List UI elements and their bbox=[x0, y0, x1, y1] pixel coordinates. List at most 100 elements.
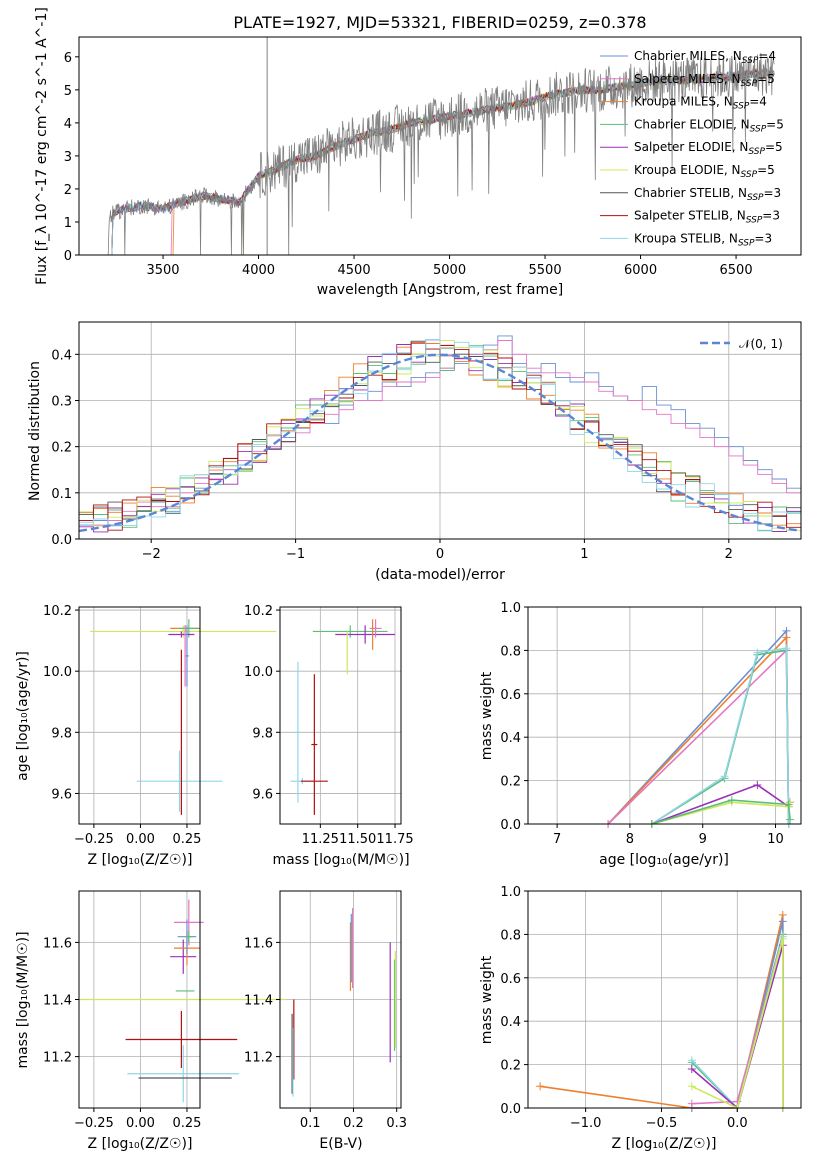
mass-weight-point bbox=[784, 800, 793, 809]
age-mass-x-tick-label: 11.25 bbox=[302, 832, 339, 847]
legend-model: Chabrier MILES, bbox=[634, 49, 733, 63]
residual-xlabel: (data-model)/error bbox=[375, 567, 505, 583]
age-z-xlabel: Z [log₁₀(Z/Z☉)] bbox=[88, 852, 193, 868]
mass-ebv-x-tick-label: 0.1 bbox=[300, 1116, 321, 1131]
mass-z-axes bbox=[78, 890, 201, 1109]
legend-model: Kroupa MILES, bbox=[634, 95, 724, 109]
legend-entry: Salpeter ELODIE, NSSP=5 bbox=[634, 140, 783, 157]
residual-histogram bbox=[79, 339, 801, 532]
spectrum-y-tick-label: 5 bbox=[64, 84, 72, 99]
mw-z-x-tick-label: −0.5 bbox=[646, 1116, 678, 1131]
mass-weight-point bbox=[753, 780, 762, 789]
mw-z-y-tick-label: 0.0 bbox=[500, 1102, 521, 1117]
age-z-axes bbox=[78, 606, 201, 825]
legend-entry: Kroupa ELODIE, NSSP=5 bbox=[634, 163, 775, 180]
mw-age-x-tick-label: 10 bbox=[767, 832, 784, 847]
mass-ebv-axes bbox=[279, 890, 402, 1109]
legend-model: Salpeter ELODIE, bbox=[634, 140, 739, 154]
legend-n: N bbox=[738, 186, 747, 200]
spectrum-x-tick-label: 5500 bbox=[529, 263, 562, 278]
spectrum-y-tick-label: 6 bbox=[64, 51, 72, 66]
residual-axes bbox=[78, 321, 802, 540]
legend-entry: Chabrier ELODIE, NSSP=5 bbox=[634, 117, 784, 134]
age-z-y-tick-label: 10.0 bbox=[43, 665, 72, 680]
mass-weight-point bbox=[687, 1056, 696, 1065]
mass-ebv-x-tick-label: 0.2 bbox=[343, 1116, 364, 1131]
mass-weight-point bbox=[782, 644, 791, 653]
legend-n-sub: SSP bbox=[746, 216, 763, 226]
age-mass-x-tick-label: 11.50 bbox=[339, 832, 376, 847]
mw-age-x-tick-label: 8 bbox=[626, 832, 634, 847]
legend-n-value: =5 bbox=[766, 117, 784, 131]
mw-z-axes bbox=[527, 890, 802, 1109]
mw-age-y-tick-label: 0.8 bbox=[500, 644, 521, 659]
mw-z-xlabel: Z [log₁₀(Z/Z☉)] bbox=[612, 1136, 717, 1152]
legend-entry: Chabrier STELIB, NSSP=3 bbox=[634, 186, 781, 203]
legend-n: N bbox=[739, 140, 748, 154]
legend-n-value: =4 bbox=[758, 49, 776, 63]
mw-age-x-tick-label: 7 bbox=[553, 832, 561, 847]
legend-n: N bbox=[741, 117, 750, 131]
legend-model: Salpeter STELIB, bbox=[634, 209, 737, 223]
legend-n-value: =4 bbox=[749, 95, 767, 109]
spectrum-x-tick-label: 4500 bbox=[338, 263, 371, 278]
mass-ebv-xlabel: E(B-V) bbox=[319, 1136, 362, 1152]
mw-age-y-tick-label: 0.0 bbox=[500, 818, 521, 833]
age-z-y-tick-label: 10.2 bbox=[43, 604, 72, 619]
mass-weight-point bbox=[786, 815, 795, 824]
residual-x-tick-label: −1 bbox=[286, 547, 305, 562]
legend-n-value: =3 bbox=[762, 209, 780, 223]
age-mass-y-tick-label: 10.2 bbox=[244, 604, 273, 619]
mw-age-y-tick-label: 0.6 bbox=[500, 688, 521, 703]
figure-title: PLATE=1927, MJD=53321, FIBERID=0259, z=0… bbox=[233, 13, 646, 32]
legend-n-sub: SSP bbox=[747, 193, 764, 203]
spectrum-ylabel: Flux [f_λ 10^-17 erg cm^-2 s^-1 A^-1] bbox=[34, 7, 50, 285]
mass-ebv-y-tick-label: 11.4 bbox=[244, 994, 273, 1009]
mw-age-y-tick-label: 0.4 bbox=[500, 731, 521, 746]
age-mass-y-tick-label: 9.8 bbox=[252, 726, 273, 741]
mass-weight-line bbox=[607, 635, 790, 825]
residual-histogram bbox=[79, 340, 801, 526]
observed-spectrum-line bbox=[107, 52, 775, 256]
age-z-ylabel: age [log₁₀(age/yr)] bbox=[15, 651, 31, 781]
age-mass-y-tick-label: 10.0 bbox=[244, 665, 273, 680]
mass-ebv-y-tick-label: 11.2 bbox=[244, 1051, 273, 1066]
mass-z-x-tick-label: 0.00 bbox=[126, 1116, 155, 1131]
legend-n-sub: SSP bbox=[748, 147, 765, 157]
spectrum-x-tick-label: 5000 bbox=[433, 263, 466, 278]
legend-n: N bbox=[729, 231, 738, 245]
legend-n-sub: SSP bbox=[733, 102, 750, 112]
mass-z-x-tick-label: 0.25 bbox=[172, 1116, 201, 1131]
legend-n: N bbox=[733, 49, 742, 63]
residual-ylabel: Normed distribution bbox=[27, 361, 43, 501]
mass-z-ylabel: mass [log₁₀(M/M☉)] bbox=[15, 931, 31, 1068]
mass-z-y-tick-label: 11.2 bbox=[43, 1051, 72, 1066]
legend-model: Kroupa ELODIE, bbox=[634, 163, 732, 177]
legend-n-value: =3 bbox=[754, 231, 772, 245]
residual-x-tick-label: −2 bbox=[142, 547, 161, 562]
mass-weight-line bbox=[691, 938, 784, 1110]
mass-weight-point bbox=[687, 1064, 696, 1073]
mass-weight-point bbox=[778, 934, 787, 943]
age-mass-xlabel: mass [log₁₀(M/M☉)] bbox=[272, 852, 409, 868]
legend-n-sub: SSP bbox=[742, 56, 759, 66]
spectrum-x-tick-label: 6500 bbox=[720, 263, 753, 278]
mass-weight-point bbox=[753, 648, 762, 657]
legend-model: Kroupa STELIB, bbox=[634, 231, 729, 245]
age-z-y-tick-label: 9.6 bbox=[51, 787, 72, 802]
legend-entry: Kroupa STELIB, NSSP=3 bbox=[634, 231, 772, 248]
legend-n-sub: SSP bbox=[741, 79, 758, 89]
legend-model: Salpeter MILES, bbox=[634, 72, 732, 86]
mass-weight-point bbox=[687, 1099, 696, 1108]
mw-age-x-tick-label: 9 bbox=[699, 832, 707, 847]
mw-age-y-tick-label: 1.0 bbox=[500, 601, 521, 616]
legend-n-value: =5 bbox=[757, 72, 775, 86]
residual-x-tick-label: 1 bbox=[580, 547, 588, 562]
age-z-x-tick-label: 0.25 bbox=[172, 832, 201, 847]
residual-y-tick-label: 0.1 bbox=[51, 487, 72, 502]
age-mass-x-tick-label: 11.75 bbox=[376, 832, 413, 847]
mass-z-x-tick-label: −0.25 bbox=[74, 1116, 114, 1131]
legend-n-value: =5 bbox=[765, 140, 783, 154]
legend-model: Chabrier STELIB, bbox=[634, 186, 738, 200]
